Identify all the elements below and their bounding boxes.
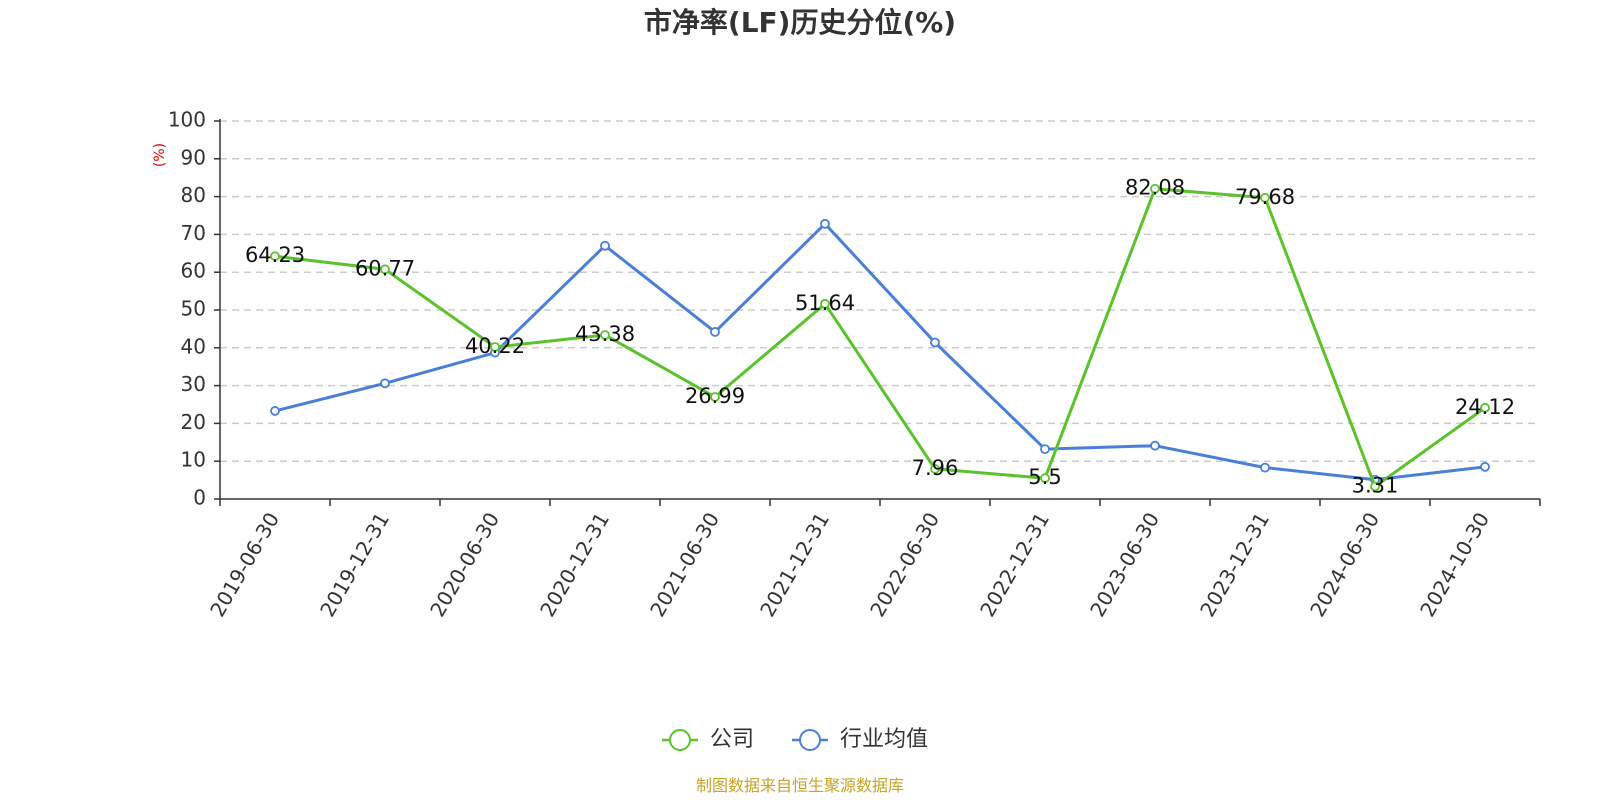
data-label: 79.68 [1235, 185, 1295, 209]
data-label: 51.64 [795, 291, 855, 315]
x-tick-label: 2022-12-31 [975, 508, 1054, 621]
x-tick-label: 2023-12-31 [1195, 508, 1274, 621]
series-line-公司 [274, 187, 1486, 488]
data-point [1260, 192, 1270, 203]
axes [214, 119, 1541, 506]
series-layer [270, 183, 1490, 492]
data-point [1150, 440, 1160, 451]
data-label: 7.96 [912, 456, 959, 480]
y-tick-label: 40 [181, 334, 206, 358]
x-tick-label: 2019-12-31 [315, 508, 394, 621]
y-tick-label: 100 [168, 108, 206, 132]
x-axis-ticks: 2019-06-30 2019-12-31 2020-06-30 2020-12-31… [205, 508, 1494, 621]
data-point [1480, 461, 1490, 472]
data-point [1040, 444, 1050, 455]
data-label: 26.99 [685, 384, 745, 408]
data-point [710, 392, 720, 402]
x-tick-label: 2020-12-31 [535, 508, 614, 621]
data-labels: 64.23 60.77 40.22 43.38 26.99 51.64 7.96 5.5 82.… [245, 176, 1515, 498]
x-tick-label: 2024-10-30 [1415, 508, 1494, 621]
data-point [270, 251, 280, 262]
data-point [930, 464, 940, 474]
gridlines [220, 120, 1540, 462]
data-point [1480, 402, 1490, 413]
x-tick-label: 2024-06-30 [1305, 508, 1384, 621]
data-point [380, 378, 390, 389]
legend-marker [669, 729, 691, 751]
y-tick-label: 60 [181, 259, 206, 283]
data-label: 43.38 [575, 322, 635, 346]
x-tick-label: 2023-06-30 [1085, 508, 1164, 621]
y-tick-label: 70 [181, 221, 206, 245]
data-point [1370, 481, 1380, 492]
data-label: 60.77 [355, 256, 415, 280]
legend-marker [799, 729, 821, 751]
y-axis-unit: (%) [152, 143, 168, 167]
legend-label: 公司 [710, 727, 754, 752]
x-tick-label: 2020-06-30 [425, 508, 504, 621]
data-point [1040, 473, 1050, 484]
chart-title: 市净率(LF)历史分位(%) [644, 6, 956, 39]
data-point [380, 264, 390, 275]
x-tick-label: 2022-06-30 [865, 508, 944, 621]
y-tick-label: 50 [181, 297, 206, 321]
y-tick-label: 0 [193, 486, 206, 510]
legend: 公司 行业均值 [662, 727, 928, 752]
data-point [600, 330, 610, 340]
y-tick-label: 90 [181, 145, 206, 169]
data-label: 5.5 [1028, 465, 1061, 489]
data-label: 82.08 [1125, 176, 1185, 200]
y-tick-label: 30 [181, 372, 206, 396]
data-point [1150, 183, 1160, 194]
data-point [820, 218, 830, 229]
x-tick-label: 2019-06-30 [205, 508, 284, 621]
y-tick-label: 80 [181, 183, 206, 207]
data-point [710, 327, 720, 337]
data-point [820, 298, 830, 309]
data-label: 40.22 [465, 334, 525, 358]
data-label: 24.12 [1455, 395, 1515, 419]
x-tick-label: 2021-12-31 [755, 508, 834, 621]
data-label: 64.23 [245, 243, 305, 267]
data-point [1260, 462, 1270, 473]
y-tick-label: 10 [181, 448, 206, 472]
data-point [490, 342, 500, 352]
y-tick-label: 20 [181, 410, 206, 434]
y-axis-ticks: 0 10 20 30 40 50 60 70 80 90 100 [168, 108, 206, 510]
data-label: 3.31 [1352, 473, 1399, 497]
x-tick-label: 2021-06-30 [645, 508, 724, 621]
source-note: 制图数据来自恒生聚源数据库 [696, 776, 904, 795]
legend-label: 行业均值 [840, 727, 928, 752]
data-point [600, 240, 610, 251]
data-point [270, 406, 280, 416]
series-line-行业均值 [274, 222, 1486, 482]
data-point [930, 337, 940, 348]
